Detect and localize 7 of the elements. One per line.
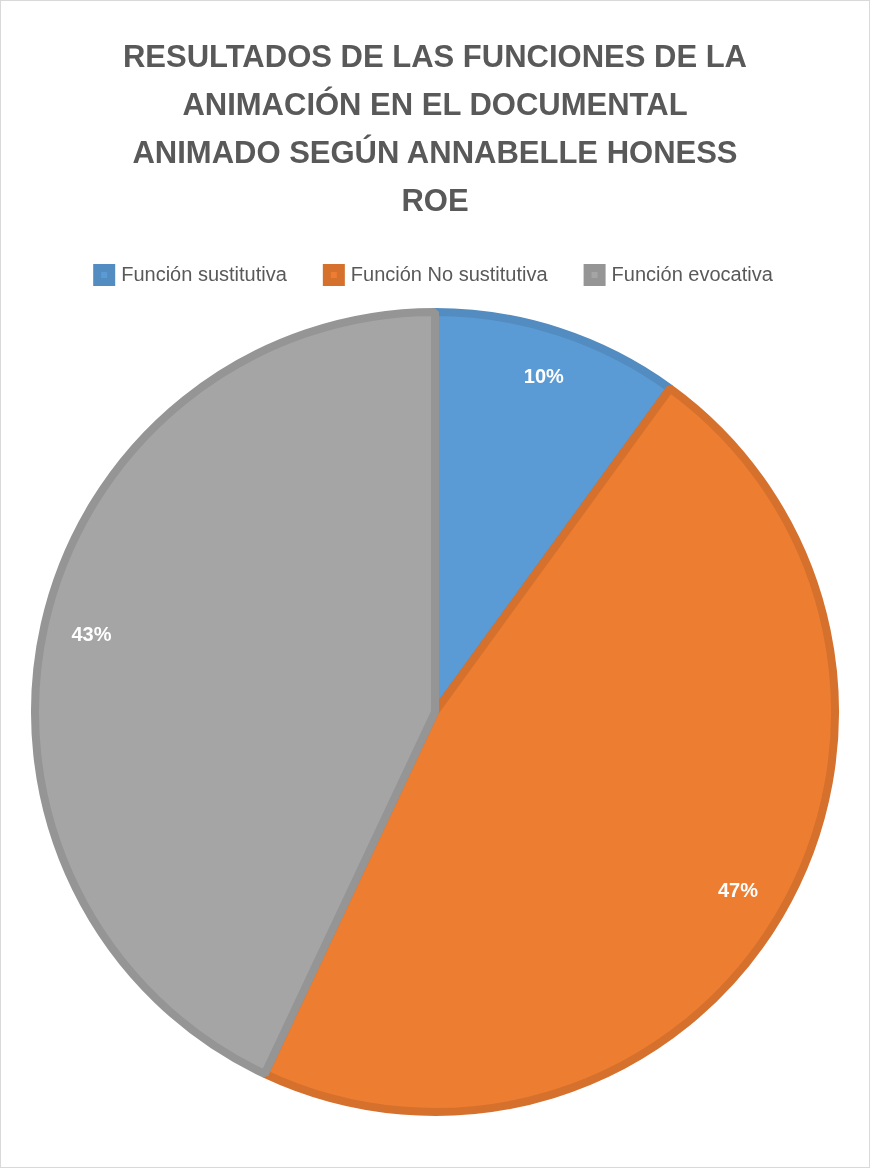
legend-label: Función evocativa bbox=[611, 262, 774, 285]
chart-title: RESULTADOS DE LAS FUNCIONES DE LA ANIMACIÓN EN EL DOCUMENTAL ANIMADO SEGÚN ANNABELLE HONESS ROE bbox=[121, 38, 748, 220]
legend-label: Función sustitutiva bbox=[121, 262, 288, 285]
data-label: 47% bbox=[717, 878, 759, 901]
data-label: 10% bbox=[523, 364, 564, 387]
data-label: 43% bbox=[71, 622, 112, 645]
legend-label: Función No sustitutiva bbox=[350, 262, 549, 285]
